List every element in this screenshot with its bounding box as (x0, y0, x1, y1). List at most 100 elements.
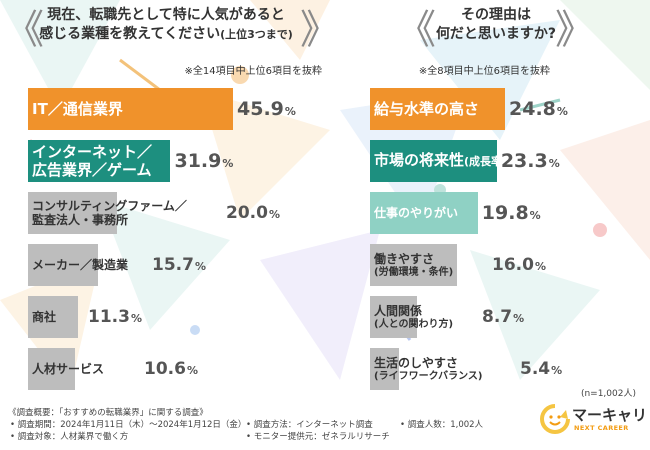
bar-label: インターネット／ 広告業界／ゲーム (32, 140, 152, 182)
bar-value-unit: % (268, 208, 280, 221)
logo-tagline: NEXT CAREER (574, 424, 629, 432)
bar (370, 88, 505, 130)
bar-label-line1: 生活のしやすさ (374, 355, 458, 370)
bar-label-line2: (労働環境・条件) (374, 266, 454, 278)
bar-label-line2: 広告業界／ゲーム (32, 160, 152, 179)
bar-label-line2: (ライフワークバランス) (374, 370, 483, 382)
right-title-line1: その理由は (461, 7, 531, 23)
bar (370, 296, 418, 338)
bar-label: 市場の将来性(成長率) (374, 140, 507, 182)
bar (28, 140, 171, 182)
bar-value-number: 19.8 (481, 202, 529, 224)
survey-count: • 調査人数：1,002人 (400, 420, 484, 430)
bar-label: IT／通信業界 (32, 88, 123, 130)
bar-label: 人材サービス (32, 348, 104, 390)
bar-value-number: 5.4 (520, 359, 551, 379)
bar-label-line1: インターネット／ (32, 142, 153, 161)
bar-value-label: 8.7% (482, 296, 524, 338)
logo: マーキャリ NEXT CAREER (540, 402, 650, 442)
bar-value-unit: % (556, 105, 568, 118)
bar-value-number: 24.8 (509, 98, 556, 120)
bar-row: 働きやすさ (労働環境・条件) 16.0% (370, 244, 640, 286)
bar-row: コンサルティングファーム／ 監査法人・事務所 20.0% (28, 192, 328, 234)
bar-value-label: 31.9% (174, 140, 233, 182)
survey-period: • 調査期間：2024年1月11日（木）〜2024年1月12日（金） (10, 420, 247, 430)
left-title-sub: (上位3つまで) (220, 28, 293, 41)
bar-label-line1: コンサルティングファーム／ (32, 198, 187, 213)
bar-value-number: 31.9 (174, 150, 222, 172)
bar-value-number: 10.6 (144, 359, 186, 379)
bar-value-label: 20.0% (226, 192, 280, 234)
bar-label: 生活のしやすさ (ライフワークバランス) (374, 348, 482, 390)
bar (28, 192, 118, 234)
left-question-title: 現在、転職先として特に人気があると 感じる業種を教えてください(上位3つまで) (30, 6, 302, 54)
right-open-bracket: 《 (396, 7, 436, 53)
bar-row: 仕事のやりがい 19.8% (370, 192, 640, 234)
right-question-title: その理由は 何だと思いますか? (410, 6, 582, 54)
bar (28, 88, 233, 130)
bar-value-label: 10.6% (144, 348, 198, 390)
bar (28, 296, 79, 338)
survey-target: • 調査対象：人材業界で働く方 (10, 432, 129, 442)
survey-outline: 《調査概要：「おすすめの転職業界」に関する調査》 (8, 408, 208, 418)
bar-label: 人間関係 (人との関わり方) (374, 296, 453, 338)
bar-label: 仕事のやりがい (374, 192, 458, 234)
left-open-bracket: 《 (4, 7, 44, 53)
bar-row: 商社 11.3% (28, 296, 328, 338)
speech-bubble-smile-logo-icon (540, 404, 570, 434)
bar-row: IT／通信業界 45.9% (28, 88, 328, 130)
right-note: ※全8項目中上位6項目を抜粋 (418, 66, 550, 77)
bar-label: 商社 (32, 296, 56, 338)
bar (370, 140, 497, 182)
right-chart-panel: 《 》 その理由は 何だと思いますか? ※全8項目中上位6項目を抜粋 給与水準の… (330, 0, 650, 390)
bar-label-line2: 監査法人・事務所 (32, 212, 129, 227)
bar-value-unit: % (534, 260, 546, 273)
right-close-bracket: 》 (555, 7, 595, 53)
bar-label-line1: 働きやすさ (374, 251, 435, 266)
bar-value-number: 23.3 (500, 150, 548, 172)
bar-label-line2: (人との関わり方) (374, 318, 454, 330)
bar-value-label: 16.0% (492, 244, 546, 286)
bar-value-label: 45.9% (237, 88, 296, 130)
bar-value-label: 5.4% (520, 348, 562, 390)
survey-method: • 調査方法：インターネット調査 (246, 420, 373, 430)
bar-label: コンサルティングファーム／ 監査法人・事務所 (32, 192, 187, 234)
bar-value-number: 15.7 (152, 255, 194, 275)
left-note: ※全14項目中上位6項目を抜粋 (184, 66, 322, 77)
bar-row: 人間関係 (人との関わり方) 8.7% (370, 296, 640, 338)
bar-label: メーカー／製造業 (32, 244, 128, 286)
survey-provider: • モニター提供元：ゼネラルリサーチ (246, 432, 390, 442)
bar-value-unit: % (284, 105, 296, 118)
bar-label: 給与水準の高さ (374, 88, 479, 130)
bar-label-line1: 商社 (32, 310, 57, 324)
bar-row: 給与水準の高さ 24.8% (370, 88, 640, 130)
bar-value-unit: % (529, 209, 541, 222)
bar-row: メーカー／製造業 15.7% (28, 244, 328, 286)
bar-value-unit: % (130, 312, 142, 325)
left-title-line2: 感じる業種を教えてください (39, 26, 221, 42)
bar-value-unit: % (513, 312, 525, 325)
bar-row: 生活のしやすさ (ライフワークバランス) 5.4% (370, 348, 640, 390)
bar-row: 市場の将来性(成長率) 23.3% (370, 140, 640, 182)
bar-value-number: 11.3 (88, 307, 130, 327)
bar-value-label: 19.8% (482, 192, 541, 234)
survey-footer: (n=1,002人) 《調査概要：「おすすめの転職業界」に関する調査》 • 調査… (0, 389, 650, 450)
bar-row: 人材サービス 10.6% (28, 348, 328, 390)
bar (28, 348, 76, 390)
bar-label-line1: 人間関係 (374, 303, 423, 318)
bar-label-line1: メーカー／製造業 (32, 258, 129, 272)
bar (370, 192, 478, 234)
bar-value-label: 11.3% (88, 296, 142, 338)
bar-value-label: 15.7% (152, 244, 206, 286)
bar-value-label: 24.8% (509, 88, 568, 130)
bar-value-label: 23.3% (501, 140, 560, 182)
bar-label-line1: 市場の将来性(成長率) (374, 151, 508, 169)
sample-size-note: (n=1,002人) (580, 389, 636, 399)
bar-label-line1: 給与水準の高さ (374, 99, 480, 118)
bar-value-number: 16.0 (492, 255, 534, 275)
bar-value-number: 8.7 (482, 307, 513, 327)
left-close-bracket: 》 (300, 7, 340, 53)
bar-value-unit: % (194, 260, 206, 273)
bar-label-line1: IT／通信業界 (32, 99, 123, 118)
